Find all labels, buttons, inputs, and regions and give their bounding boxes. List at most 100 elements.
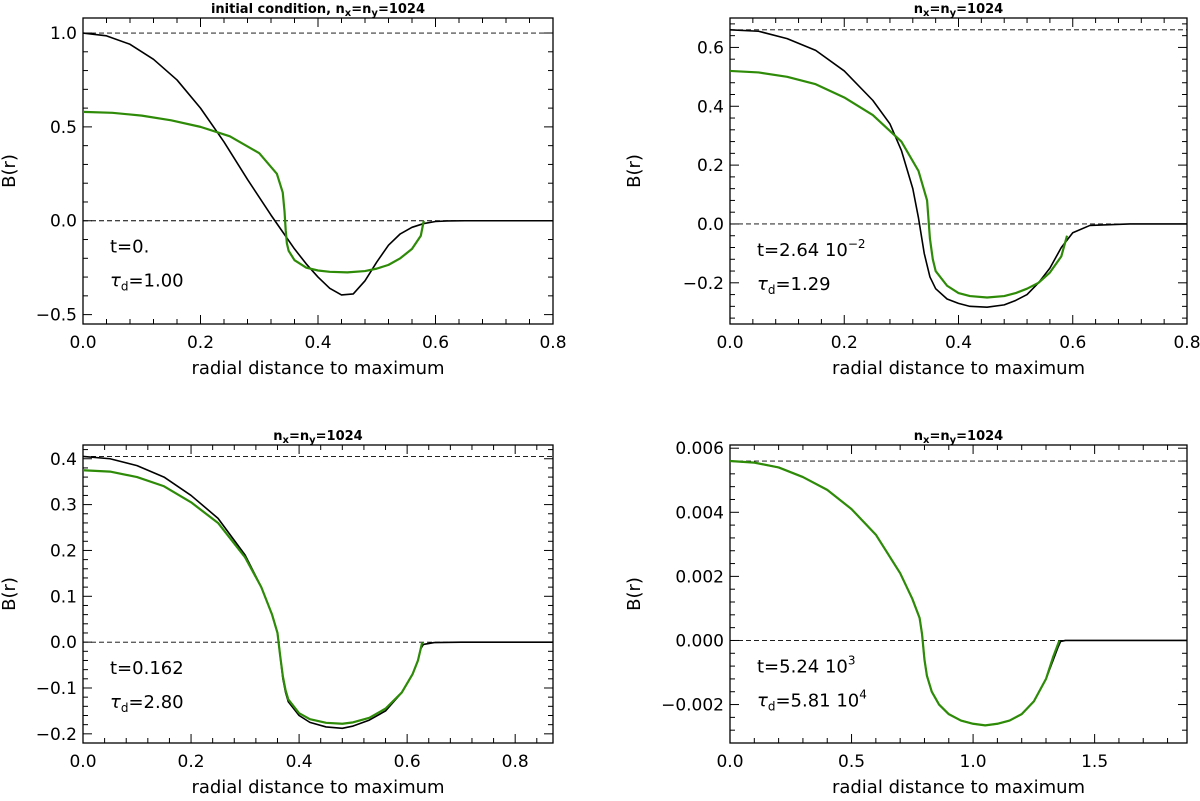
y-tick-label: 1.0 (50, 24, 77, 44)
y-tick-label: 0.1 (50, 587, 77, 607)
series-black-curve (729, 28, 1187, 309)
series-green-curve (82, 469, 424, 725)
y-tick-label: 0.4 (50, 450, 77, 470)
tau-exponent: 4 (859, 687, 867, 701)
chart-panel-2: nx=ny=1024 0.0 0.2 0.4 0.6 0.8 −0.2 0.0 0.2 0.4 0.… (624, 2, 1200, 379)
y-tick-label: −0.002 (661, 696, 724, 716)
x-tick-label: 0.2 (178, 752, 205, 772)
x-tick-label: 1.0 (960, 752, 987, 772)
y-axis-label: B(r) (0, 154, 20, 188)
y-tick-label: 0.002 (675, 567, 724, 587)
y-tick-label: 0.006 (675, 439, 724, 459)
time-value: t=0.162 (110, 658, 184, 679)
y-tick-label: 0.2 (697, 156, 724, 176)
y-tick-label: −0.2 (683, 274, 724, 294)
time-exponent: 3 (848, 653, 856, 667)
chart-title: nx=ny=1024 (914, 2, 1003, 19)
y-tick-label: 0.004 (675, 503, 724, 523)
y-tick-label: 0.2 (50, 541, 77, 561)
x-tick-label: 0.0 (716, 752, 743, 772)
x-tick-label: 0.5 (838, 752, 865, 772)
tau-symbol: τ (110, 692, 121, 713)
title-sub2: y (950, 435, 957, 446)
x-axis-label: radial distance to maximum (191, 358, 444, 379)
tau-subscript: d (121, 280, 129, 294)
x-tick-label: 0.4 (286, 752, 313, 772)
y-tick-label: −0.5 (36, 306, 77, 326)
x-tick-label: 0.6 (394, 752, 421, 772)
y-axis-label: B(r) (624, 577, 645, 611)
time-exponent: −2 (848, 237, 866, 251)
chart-panel-1: initial condition, nx=ny=1024 0.0 0.2 0.4 0.… (0, 2, 567, 379)
y-tick-label: 0.000 (675, 631, 724, 651)
title-prefix: initial condition, n (211, 2, 345, 17)
chart-panel-4: nx=ny=1024 0.0 0.5 1.0 1.5 −0.002 0.000 0.002 0.… (624, 429, 1188, 798)
y-tick-label: 0.4 (697, 97, 724, 117)
chart-title: nx=ny=1024 (914, 429, 1003, 446)
title-mid: =n (351, 2, 371, 17)
title-sub1: x (345, 8, 352, 19)
tau-subscript: d (768, 283, 776, 297)
tau-annotation: τd=1.00 (110, 271, 184, 294)
time-annotation: t=0.162 (110, 658, 184, 679)
x-tick-label: 0.0 (69, 752, 96, 772)
y-tick-label: 0.5 (50, 118, 77, 138)
y-axis-label: B(r) (0, 577, 20, 611)
y-axis-label: B(r) (624, 154, 645, 188)
title-mid: =n (289, 429, 309, 444)
series-black-curve (729, 460, 1187, 727)
x-axis-label: radial distance to maximum (832, 358, 1085, 379)
series-green-curve (729, 69, 1069, 299)
title-prefix: n (914, 2, 923, 17)
title-prefix: n (914, 429, 923, 444)
chart-title: nx=ny=1024 (273, 429, 362, 446)
time-value: t=5.24 10 (757, 656, 848, 677)
y-tick-label: −0.2 (36, 725, 77, 745)
x-axis-label: radial distance to maximum (832, 777, 1085, 798)
time-value: t=2.64 10 (757, 240, 848, 261)
tau-annotation: τd=5.81 104 (757, 687, 867, 713)
title-suffix: =1024 (316, 429, 363, 444)
title-mid: =n (929, 2, 949, 17)
time-annotation: t=5.24 103 (757, 653, 855, 677)
x-tick-label: 0.8 (502, 752, 529, 772)
x-tick-label: 0.8 (1173, 333, 1200, 353)
title-sub1: x (283, 435, 290, 446)
tau-symbol: τ (110, 271, 121, 292)
tau-symbol: τ (757, 274, 768, 295)
y-tick-label: 0.0 (697, 215, 724, 235)
y-tick-label: −0.1 (36, 679, 77, 699)
y-tick-label: 0.3 (50, 496, 77, 516)
title-suffix: =1024 (956, 429, 1003, 444)
tau-subscript: d (768, 699, 776, 713)
title-prefix: n (273, 429, 282, 444)
time-annotation: t=0. (110, 237, 149, 258)
tau-value: =1.00 (128, 271, 183, 292)
series-black-curve (82, 455, 553, 730)
y-tick-label: 0.6 (697, 38, 724, 58)
x-tick-label: 0.6 (422, 333, 449, 353)
tau-symbol: τ (757, 690, 768, 711)
y-tick-label: 0.0 (50, 212, 77, 232)
x-tick-label: 0.8 (539, 333, 566, 353)
title-suffix: =1024 (378, 2, 425, 17)
x-tick-label: 0.0 (69, 333, 96, 353)
y-tick-label: 0.0 (50, 633, 77, 653)
tau-annotation: τd=1.29 (757, 274, 831, 297)
time-value: t=0. (110, 237, 149, 258)
time-annotation: t=2.64 10−2 (757, 237, 866, 261)
title-mid: =n (929, 429, 949, 444)
x-tick-label: 1.5 (1081, 752, 1108, 772)
tau-value: =1.29 (775, 274, 830, 295)
series-black-curve (82, 32, 553, 296)
x-tick-label: 0.2 (187, 333, 214, 353)
x-tick-label: 0.6 (1059, 333, 1086, 353)
plot-frame (729, 444, 1188, 744)
plot-frame (82, 444, 554, 744)
tau-subscript: d (121, 701, 129, 715)
series-green-curve (729, 459, 1061, 727)
tau-value: =2.80 (128, 692, 183, 713)
x-tick-label: 0.2 (831, 333, 858, 353)
series-green-curve (82, 110, 425, 274)
